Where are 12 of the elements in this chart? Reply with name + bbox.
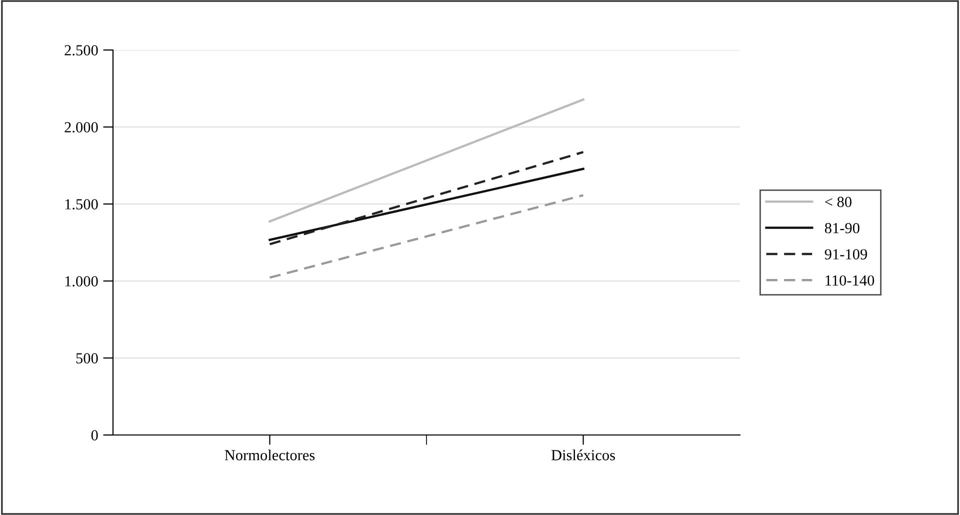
- legend-label: 81-90: [824, 222, 860, 234]
- legend-label: < 80: [825, 196, 852, 208]
- y-tick-label: 0: [91, 430, 98, 440]
- y-tick-label: 1.000: [65, 276, 98, 287]
- legend-label: 91-109: [824, 249, 867, 260]
- y-tick-label: 1.500: [65, 199, 98, 210]
- y-tick-label: 500: [76, 353, 98, 364]
- y-tick-label: 2.000: [64, 122, 98, 133]
- x-tick-label: Disléxicos: [551, 450, 615, 460]
- x-tick-label: Normolectores: [224, 450, 315, 460]
- y-tick-label: 2.500: [64, 45, 98, 56]
- legend-label: 110-140: [826, 275, 874, 286]
